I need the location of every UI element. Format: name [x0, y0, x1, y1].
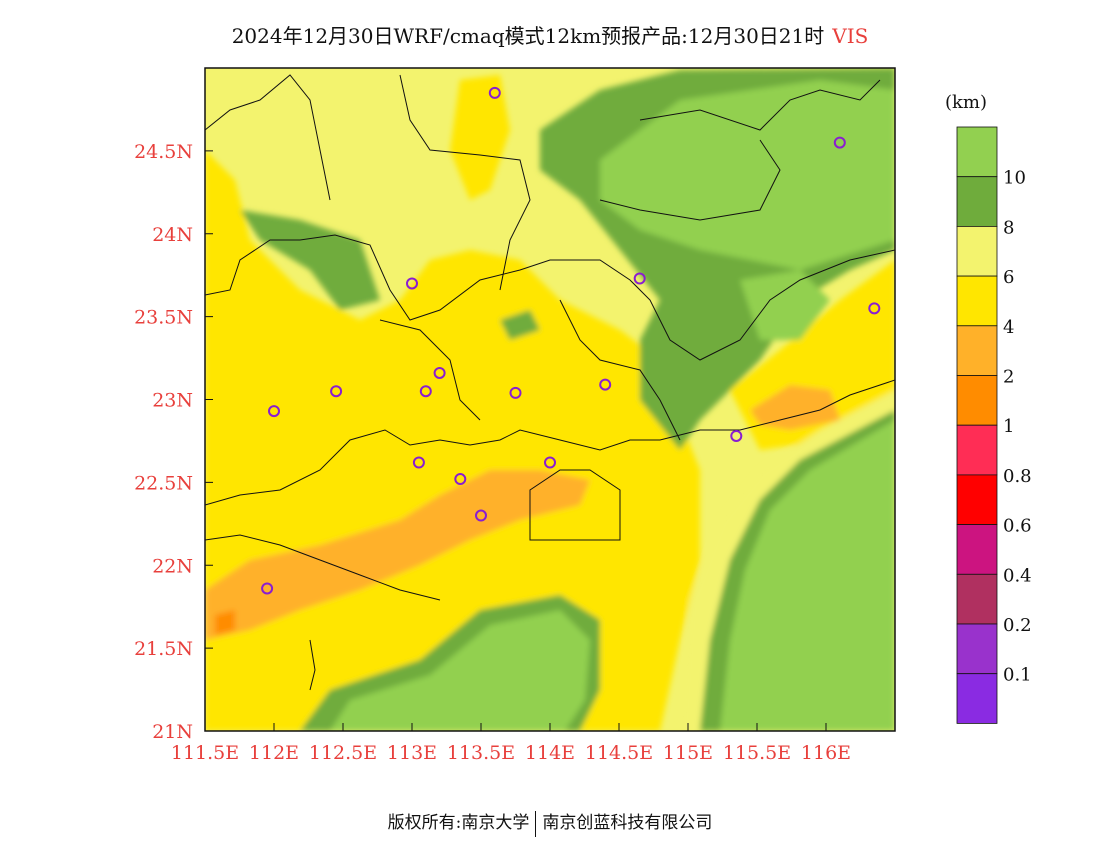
- legend-label: 0.4: [1003, 565, 1032, 586]
- legend-swatch: [956, 275, 998, 327]
- footer-left: 版权所有:南京大学: [387, 813, 530, 833]
- station-marker: [330, 385, 343, 398]
- legend-label: 1: [1003, 416, 1014, 437]
- field-gt10km-south: [330, 610, 590, 731]
- lon-tick-label: 115.5E: [723, 742, 791, 764]
- legend-swatch: [956, 375, 998, 426]
- visibility-field: [205, 68, 895, 731]
- lat-tick-label: 22N: [152, 555, 193, 577]
- boundary-lines: [205, 74, 895, 691]
- legend-unit: (km): [945, 92, 987, 113]
- legend-swatch: [956, 474, 998, 525]
- legend-swatch: [956, 176, 998, 227]
- lon-tick-label: 112.5E: [309, 742, 377, 764]
- field-8-10km-spot: [500, 310, 540, 340]
- station-marker: [261, 582, 274, 595]
- station-marker: [868, 302, 881, 315]
- station-marker: [268, 405, 280, 418]
- legend-swatch: [956, 623, 998, 675]
- legend-swatch: [956, 325, 998, 376]
- legend-label: 8: [1003, 217, 1014, 238]
- lat-tick-label: 22.5N: [134, 472, 193, 494]
- station-marker: [730, 429, 743, 442]
- legend-label: 0.6: [1003, 516, 1032, 537]
- field-2-4km: [205, 470, 590, 640]
- lon-tick-label: 113.5E: [447, 742, 515, 764]
- legend-label: 0.8: [1003, 466, 1032, 487]
- title-variable: VIS: [832, 24, 869, 48]
- field-gt10km-north: [600, 80, 895, 270]
- lat-tick-label: 21.5N: [134, 638, 193, 660]
- station-marker: [488, 86, 501, 99]
- lat-tick-label: 24N: [152, 224, 193, 246]
- map-title: 2024年12月30日WRF/cmaq模式12km预报产品:12月30日21时 V…: [0, 20, 1100, 49]
- legend-label: 4: [1003, 317, 1014, 338]
- lat-axis: 21N 21.5N 22N 22.5N 23N 23.5N 24N 24.5N: [134, 141, 213, 743]
- legend-swatch: [956, 524, 998, 575]
- station-marker: [599, 378, 612, 391]
- lat-tick-label: 23.5N: [134, 307, 193, 329]
- title-text: 2024年12月30日WRF/cmaq模式12km预报产品:12月30日21时: [231, 24, 825, 48]
- lon-tick-label: 114E: [525, 742, 575, 764]
- field-gt10km-sea: [720, 420, 895, 731]
- field-2-4km-east: [750, 385, 840, 430]
- lon-tick-label: 112E: [249, 742, 299, 764]
- field-gt10km-patch: [740, 270, 830, 340]
- legend-swatch: [956, 673, 998, 724]
- station-marker: [419, 385, 432, 398]
- station-marker: [633, 272, 646, 285]
- legend-label: 0.1: [1003, 665, 1032, 686]
- lon-axis: 111.5E 112E 112.5E 113E 113.5E 114E 114.5E 115E…: [171, 723, 851, 764]
- copyright-footer: 版权所有:南京大学 南京创蓝科技有限公司: [0, 808, 1100, 837]
- lon-tick-label: 113E: [387, 742, 437, 764]
- lat-tick-label: 23N: [152, 390, 193, 412]
- legend-label: 10: [1003, 168, 1026, 189]
- legend-label: 0.2: [1003, 615, 1032, 636]
- lon-tick-label: 114.5E: [585, 742, 653, 764]
- lon-tick-label: 111.5E: [171, 742, 239, 764]
- station-marker: [406, 277, 418, 290]
- footer-separator: [535, 810, 537, 837]
- lat-tick-label: 21N: [152, 721, 193, 743]
- lon-tick-label: 115E: [663, 742, 713, 764]
- legend-swatch: [956, 126, 998, 178]
- legend-swatch: [956, 424, 998, 476]
- station-marker: [544, 456, 556, 469]
- station-marker: [454, 473, 467, 486]
- legend-swatch: [956, 225, 998, 277]
- legend-swatch: [956, 573, 998, 625]
- station-markers: [261, 86, 881, 595]
- field-8-10km-west: [240, 210, 380, 310]
- field-1-2km: [215, 610, 235, 635]
- station-marker: [833, 136, 846, 149]
- station-marker: [509, 386, 522, 399]
- legend: 10 8 6 4 2 1 0.8 0.6 0.4 0.2 0.1: [956, 126, 1032, 724]
- lat-tick-label: 24.5N: [134, 141, 193, 163]
- station-marker: [475, 509, 487, 522]
- legend-label: 6: [1003, 267, 1014, 288]
- station-marker: [433, 366, 446, 379]
- lon-tick-label: 116E: [801, 742, 851, 764]
- field-4-6km-north: [450, 75, 510, 200]
- station-marker: [412, 456, 425, 469]
- footer-right: 南京创蓝科技有限公司: [542, 813, 713, 833]
- legend-label: 2: [1003, 367, 1014, 388]
